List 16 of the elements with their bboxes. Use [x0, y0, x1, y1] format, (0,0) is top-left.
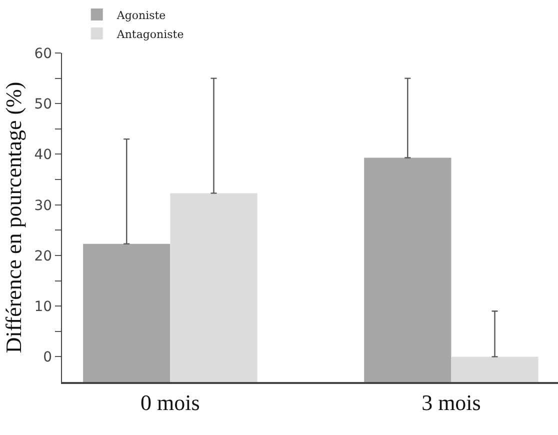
y-axis-title: Différence en pourcentage (%) — [1, 82, 26, 354]
legend-label: Agoniste — [116, 8, 166, 22]
bar — [170, 193, 258, 382]
bar — [83, 244, 170, 382]
y-tick-label: 0 — [43, 350, 52, 366]
bar — [364, 158, 452, 382]
y-tick-label: 20 — [34, 248, 52, 264]
y-tick-label: 10 — [34, 298, 52, 315]
bar — [451, 356, 538, 382]
legend-label: Antagoniste — [116, 28, 184, 41]
x-tick-label: 0 mois — [140, 390, 200, 416]
x-tick-label: 3 mois — [422, 390, 481, 416]
y-tick-label: 50 — [34, 96, 52, 113]
y-tick-label: 60 — [34, 46, 52, 62]
y-tick-label: 40 — [34, 147, 52, 164]
y-tick-label: 30 — [34, 198, 52, 214]
